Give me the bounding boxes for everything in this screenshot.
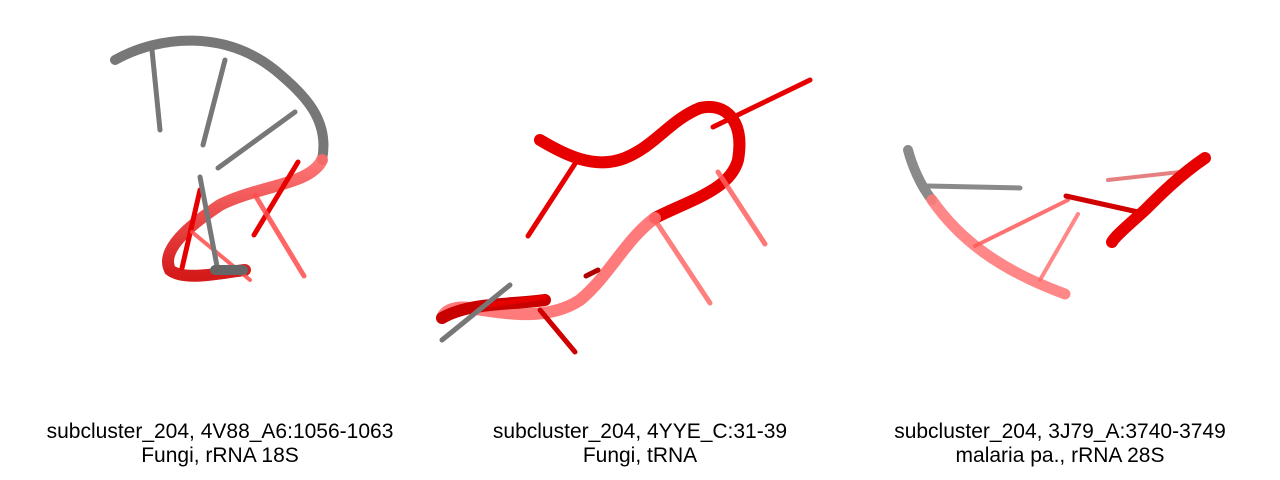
caption-1: subcluster_204, 4V88_A6:1056-1063 Fungi,… xyxy=(10,420,430,468)
structure-panel-3: subcluster_204, 3J79_A:3740-3749 malaria… xyxy=(850,0,1270,480)
caption-subtitle-3: malaria pa., rRNA 28S xyxy=(955,444,1165,467)
caption-subtitle-2: Fungi, tRNA xyxy=(582,444,698,467)
caption-title-3: subcluster_204, 3J79_A:3740-3749 xyxy=(894,420,1226,443)
rna-structure-image-1 xyxy=(110,35,329,282)
caption-3: subcluster_204, 3J79_A:3740-3749 malaria… xyxy=(850,420,1270,468)
caption-title-2: subcluster_204, 4YYE_C:31-39 xyxy=(492,420,788,443)
structure-panel-2: subcluster_204, 4YYE_C:31-39 Fungi, tRNA xyxy=(430,0,850,480)
structure-panel-1: subcluster_204, 4V88_A6:1056-1063 Fungi,… xyxy=(10,0,430,480)
caption-title-1: subcluster_204, 4V88_A6:1056-1063 xyxy=(46,420,394,443)
caption-subtitle-1: Fungi, rRNA 18S xyxy=(141,444,299,467)
caption-2: subcluster_204, 4YYE_C:31-39 Fungi, tRNA xyxy=(430,420,850,468)
rna-structure-image-3 xyxy=(903,145,1211,300)
rna-structure-image-2 xyxy=(436,77,813,355)
